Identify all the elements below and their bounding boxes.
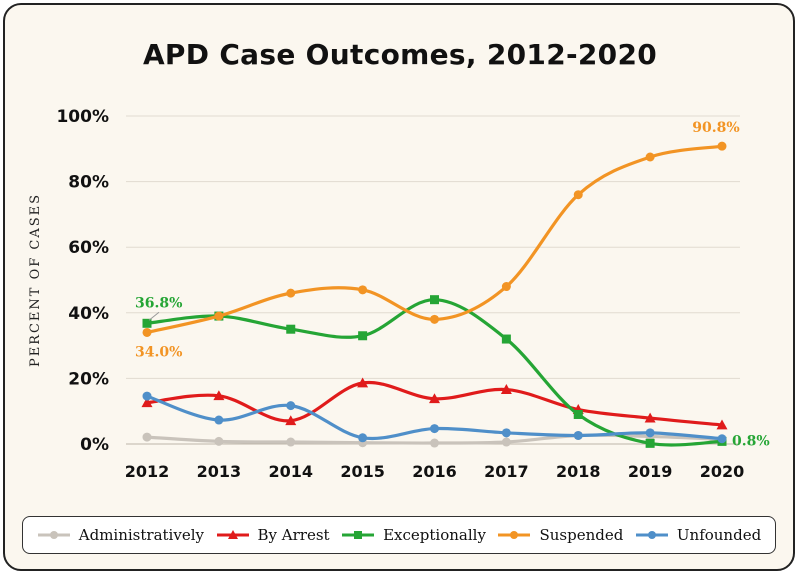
data-point (214, 311, 224, 321)
data-point (645, 428, 655, 438)
data-point (142, 432, 152, 442)
grid-lines (126, 115, 740, 445)
data-point (429, 393, 440, 404)
y-tick-label: 0% (80, 435, 109, 455)
legend-item-unfounded: Unfounded (635, 526, 761, 544)
data-point (286, 401, 296, 411)
data-point (214, 436, 224, 446)
data-point (286, 324, 296, 334)
data-point (286, 288, 296, 298)
legend-swatch (37, 531, 70, 539)
data-point (717, 434, 727, 444)
legend-swatch (635, 531, 668, 539)
data-point (644, 412, 656, 423)
legend-swatch-marker (49, 531, 58, 539)
data-label: 0.8% (732, 433, 770, 449)
legend-label: Unfounded (676, 526, 762, 544)
legend-swatch-marker (647, 531, 656, 539)
data-point (430, 438, 439, 448)
legend-item-suspended: Suspended (497, 526, 623, 544)
data-point (214, 415, 224, 425)
legend-label: Exceptionally (383, 526, 486, 544)
y-axis-label: PERCENT OF CASES (28, 193, 43, 367)
data-label: 34.0% (135, 344, 182, 360)
legend-swatch (498, 531, 531, 539)
data-label: 90.8% (692, 120, 739, 136)
x-tick-label: 2015 (340, 462, 385, 481)
data-point (645, 438, 655, 448)
legend-swatch (342, 531, 375, 539)
chart-title: APD Case Outcomes, 2012-2020 (142, 38, 658, 71)
legend-swatch (216, 530, 249, 539)
legend-swatch-marker (354, 531, 363, 539)
data-point (213, 390, 225, 401)
x-tick-label: 2014 (268, 462, 313, 481)
data-point (142, 318, 152, 328)
y-tick-label: 20% (68, 369, 109, 389)
annotations: 36.8% 34.0% 90.8% 0.8% (135, 120, 770, 449)
x-tick-label: 2020 (700, 462, 745, 481)
legend-swatch-marker (227, 530, 238, 539)
data-point (501, 437, 511, 447)
legend-item-exceptionally: Exceptionally (341, 526, 486, 544)
data-point (430, 295, 439, 305)
annotation-leader (148, 311, 160, 321)
x-axis-ticks: 2012 2013 2014 2015 2016 2017 2018 2019 2020 (125, 462, 745, 481)
chart-frame (3, 3, 795, 571)
series-layer (141, 141, 728, 448)
data-point (645, 152, 655, 162)
series-by-arrest (141, 377, 728, 430)
data-point (501, 428, 511, 438)
data-point (141, 397, 153, 408)
data-point (573, 409, 583, 419)
legend: Administratively By Arrest Exceptionally Su… (22, 516, 776, 554)
x-tick-label: 2013 (197, 462, 242, 481)
data-point (501, 334, 511, 344)
x-tick-label: 2018 (556, 462, 601, 481)
data-point (501, 282, 511, 292)
x-tick-label: 2019 (628, 462, 673, 481)
series-line (145, 144, 724, 335)
legend-label: By Arrest (257, 526, 330, 544)
data-point (142, 391, 152, 401)
x-tick-label: 2017 (484, 462, 529, 481)
x-tick-label: 2012 (125, 462, 170, 481)
y-tick-label: 40% (68, 304, 109, 324)
legend-item-by-arrest: By Arrest (216, 526, 330, 544)
legend-item-administratively: Administratively (37, 526, 204, 544)
y-tick-label: 80% (68, 173, 109, 193)
series-suspended (142, 141, 727, 337)
data-point (358, 331, 368, 341)
data-point (142, 327, 152, 337)
data-point (430, 424, 439, 434)
data-point (358, 433, 368, 443)
legend-swatch-marker (510, 531, 519, 539)
data-point (286, 437, 296, 447)
y-tick-label: 100% (56, 107, 109, 127)
x-tick-label: 2016 (412, 462, 457, 481)
data-point (716, 419, 728, 430)
data-point (717, 141, 727, 151)
legend-label: Suspended (539, 526, 624, 544)
data-point (573, 190, 583, 200)
y-axis-ticks: 0% 20% 40% 60% 80% 100% (56, 107, 109, 455)
data-point (358, 285, 368, 295)
data-point (430, 314, 439, 324)
data-point (500, 384, 512, 394)
y-tick-label: 60% (68, 238, 109, 258)
series-unfounded (142, 391, 727, 444)
data-point (285, 415, 297, 426)
data-point (573, 430, 583, 440)
data-point (357, 377, 369, 388)
legend-label: Administratively (78, 526, 204, 544)
data-label: 36.8% (135, 295, 182, 311)
